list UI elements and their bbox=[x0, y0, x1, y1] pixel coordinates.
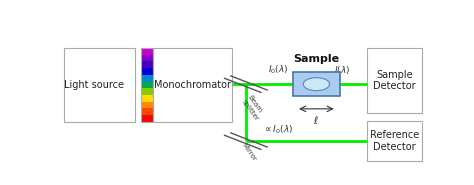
Bar bbox=[367, 121, 422, 161]
Text: Light source: Light source bbox=[64, 80, 124, 90]
Text: $\ell$: $\ell$ bbox=[313, 114, 319, 126]
Text: Sample: Sample bbox=[293, 54, 339, 64]
Bar bbox=[141, 61, 153, 68]
Text: Mirror: Mirror bbox=[240, 143, 257, 163]
Bar bbox=[141, 82, 153, 88]
Bar bbox=[141, 75, 153, 82]
Bar bbox=[141, 95, 153, 102]
Text: $\propto I_0(\lambda)$: $\propto I_0(\lambda)$ bbox=[263, 124, 293, 136]
Bar bbox=[292, 72, 340, 96]
Text: Beam
splitter: Beam splitter bbox=[240, 94, 265, 122]
Bar bbox=[64, 48, 135, 122]
Bar bbox=[141, 102, 153, 108]
Text: $I_0(\lambda)$: $I_0(\lambda)$ bbox=[268, 63, 288, 76]
Text: Reference
Detector: Reference Detector bbox=[370, 130, 419, 152]
Ellipse shape bbox=[303, 78, 329, 91]
Bar bbox=[141, 48, 153, 122]
Bar bbox=[141, 48, 153, 55]
Bar bbox=[141, 88, 153, 95]
Bar bbox=[141, 55, 153, 61]
Bar bbox=[141, 108, 153, 115]
Text: Sample
Detector: Sample Detector bbox=[374, 70, 416, 91]
Text: $I(\lambda)$: $I(\lambda)$ bbox=[334, 64, 350, 76]
Text: Monochromator: Monochromator bbox=[154, 80, 231, 90]
Bar bbox=[367, 48, 422, 113]
Bar bbox=[153, 48, 232, 122]
Bar bbox=[141, 115, 153, 122]
Bar bbox=[141, 68, 153, 75]
